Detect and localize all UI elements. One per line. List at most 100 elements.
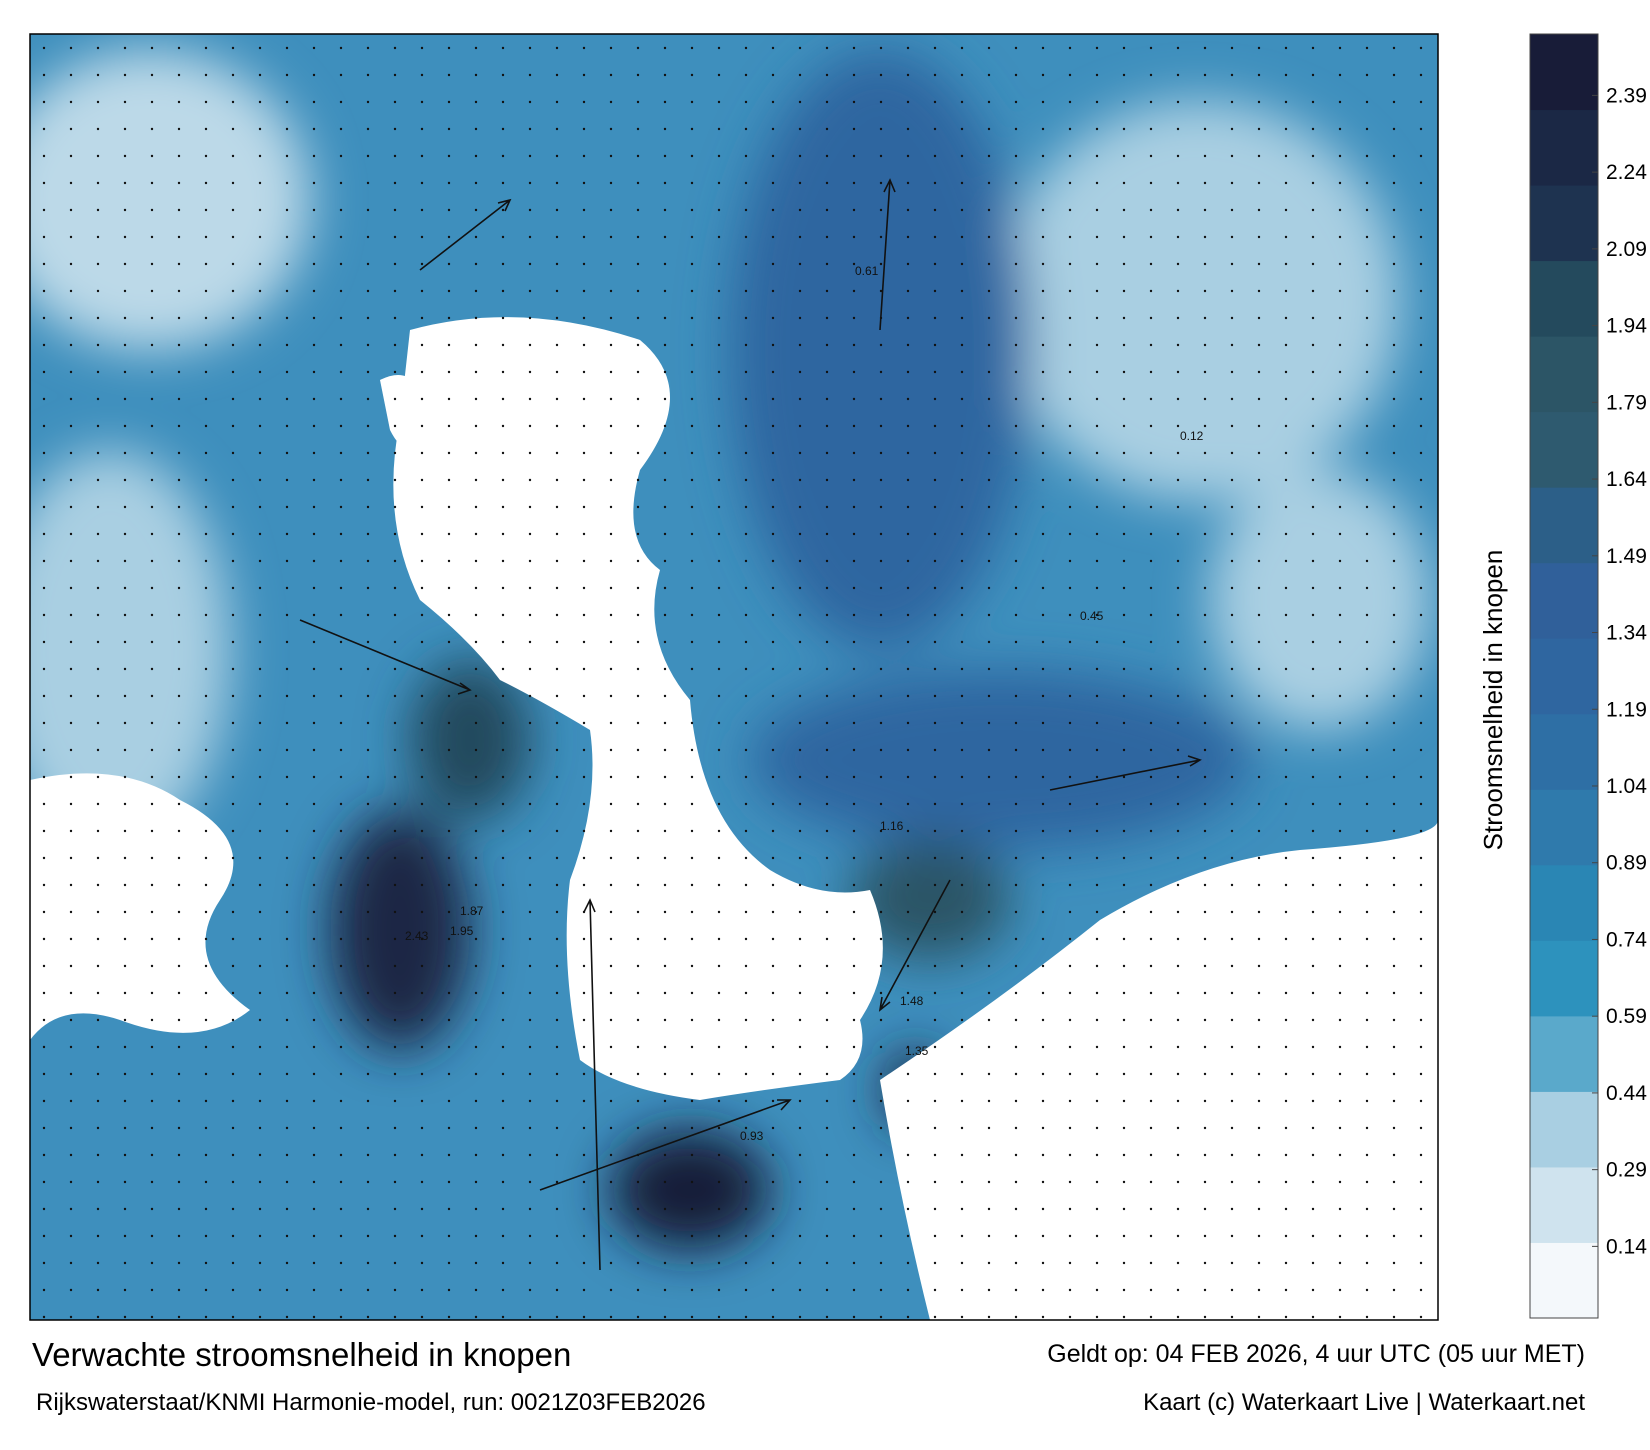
grid-dot bbox=[1284, 802, 1288, 806]
grid-dot bbox=[501, 505, 505, 509]
grid-dot bbox=[798, 1072, 802, 1076]
grid-dot bbox=[204, 343, 208, 347]
grid-dot bbox=[825, 343, 829, 347]
grid-dot bbox=[1338, 181, 1342, 185]
grid-dot bbox=[663, 181, 667, 185]
grid-dot bbox=[96, 640, 100, 644]
grid-dot bbox=[1419, 1099, 1423, 1103]
grid-dot bbox=[96, 1180, 100, 1184]
grid-dot bbox=[1095, 586, 1099, 590]
grid-dot bbox=[690, 262, 694, 266]
grid-dot bbox=[123, 532, 127, 536]
grid-dot bbox=[609, 1234, 613, 1238]
grid-dot bbox=[1392, 937, 1396, 941]
grid-dot bbox=[1392, 46, 1396, 50]
grid-dot bbox=[123, 1045, 127, 1049]
grid-dot bbox=[960, 127, 964, 131]
grid-dot bbox=[879, 1207, 883, 1211]
grid-dot bbox=[636, 1126, 640, 1130]
grid-dot bbox=[1041, 289, 1045, 293]
grid-dot bbox=[474, 613, 478, 617]
grid-dot bbox=[528, 208, 532, 212]
grid-dot bbox=[690, 802, 694, 806]
grid-dot bbox=[1122, 505, 1126, 509]
grid-dot bbox=[339, 532, 343, 536]
grid-dot bbox=[582, 1180, 586, 1184]
grid-dot bbox=[366, 100, 370, 104]
grid-dot bbox=[339, 613, 343, 617]
grid-dot bbox=[1230, 505, 1234, 509]
grid-dot bbox=[42, 640, 46, 644]
grid-dot bbox=[1122, 721, 1126, 725]
grid-dot bbox=[96, 100, 100, 104]
grid-dot bbox=[528, 775, 532, 779]
grid-dot bbox=[609, 154, 613, 158]
grid-dot bbox=[852, 316, 856, 320]
grid-dot bbox=[663, 856, 667, 860]
grid-dot bbox=[636, 856, 640, 860]
grid-dot bbox=[798, 73, 802, 77]
grid-dot bbox=[798, 478, 802, 482]
grid-dot bbox=[690, 1126, 694, 1130]
grid-dot bbox=[663, 46, 667, 50]
grid-dot bbox=[609, 586, 613, 590]
grid-dot bbox=[285, 721, 289, 725]
grid-dot bbox=[501, 775, 505, 779]
grid-dot bbox=[555, 154, 559, 158]
grid-dot bbox=[42, 802, 46, 806]
grid-dot bbox=[555, 73, 559, 77]
grid-dot bbox=[555, 667, 559, 671]
grid-dot bbox=[1419, 1153, 1423, 1157]
grid-dot bbox=[1149, 73, 1153, 77]
grid-dot bbox=[177, 316, 181, 320]
grid-dot bbox=[798, 316, 802, 320]
grid-dot bbox=[960, 748, 964, 752]
grid-dot bbox=[123, 289, 127, 293]
grid-dot bbox=[1230, 1126, 1234, 1130]
grid-dot bbox=[1311, 937, 1315, 941]
grid-dot bbox=[1095, 937, 1099, 941]
grid-dot bbox=[555, 1261, 559, 1265]
speed-label: 1.87 bbox=[460, 904, 484, 918]
grid-dot bbox=[393, 1288, 397, 1292]
grid-dot bbox=[555, 127, 559, 131]
grid-dot bbox=[528, 262, 532, 266]
grid-dot bbox=[771, 532, 775, 536]
grid-dot bbox=[177, 937, 181, 941]
grid-dot bbox=[1203, 1153, 1207, 1157]
grid-dot bbox=[636, 1234, 640, 1238]
grid-dot bbox=[528, 1126, 532, 1130]
grid-dot bbox=[258, 1288, 262, 1292]
grid-dot bbox=[1203, 181, 1207, 185]
grid-dot bbox=[339, 1234, 343, 1238]
grid-dot bbox=[285, 262, 289, 266]
grid-dot bbox=[150, 991, 154, 995]
grid-dot bbox=[177, 424, 181, 428]
grid-dot bbox=[1311, 586, 1315, 590]
grid-dot bbox=[285, 1234, 289, 1238]
colorbar-tick-label: 2.09 bbox=[1606, 238, 1647, 261]
grid-dot bbox=[96, 262, 100, 266]
grid-dot bbox=[231, 451, 235, 455]
grid-dot bbox=[1338, 208, 1342, 212]
grid-dot bbox=[231, 1018, 235, 1022]
grid-dot bbox=[42, 73, 46, 77]
grid-dot bbox=[1284, 1207, 1288, 1211]
grid-dot bbox=[258, 1261, 262, 1265]
grid-dot bbox=[96, 991, 100, 995]
grid-dot bbox=[177, 1207, 181, 1211]
grid-dot bbox=[1149, 667, 1153, 671]
grid-dot bbox=[555, 721, 559, 725]
colorbar-tick-label: 1.49 bbox=[1606, 545, 1647, 568]
grid-dot bbox=[339, 937, 343, 941]
grid-dot bbox=[663, 100, 667, 104]
grid-dot bbox=[852, 1072, 856, 1076]
grid-dot bbox=[771, 802, 775, 806]
grid-dot bbox=[879, 802, 883, 806]
grid-dot bbox=[906, 343, 910, 347]
grid-dot bbox=[1068, 127, 1072, 131]
grid-dot bbox=[609, 1153, 613, 1157]
grid-dot bbox=[717, 1099, 721, 1103]
arrow bbox=[583, 898, 601, 1271]
grid-dot bbox=[69, 613, 73, 617]
